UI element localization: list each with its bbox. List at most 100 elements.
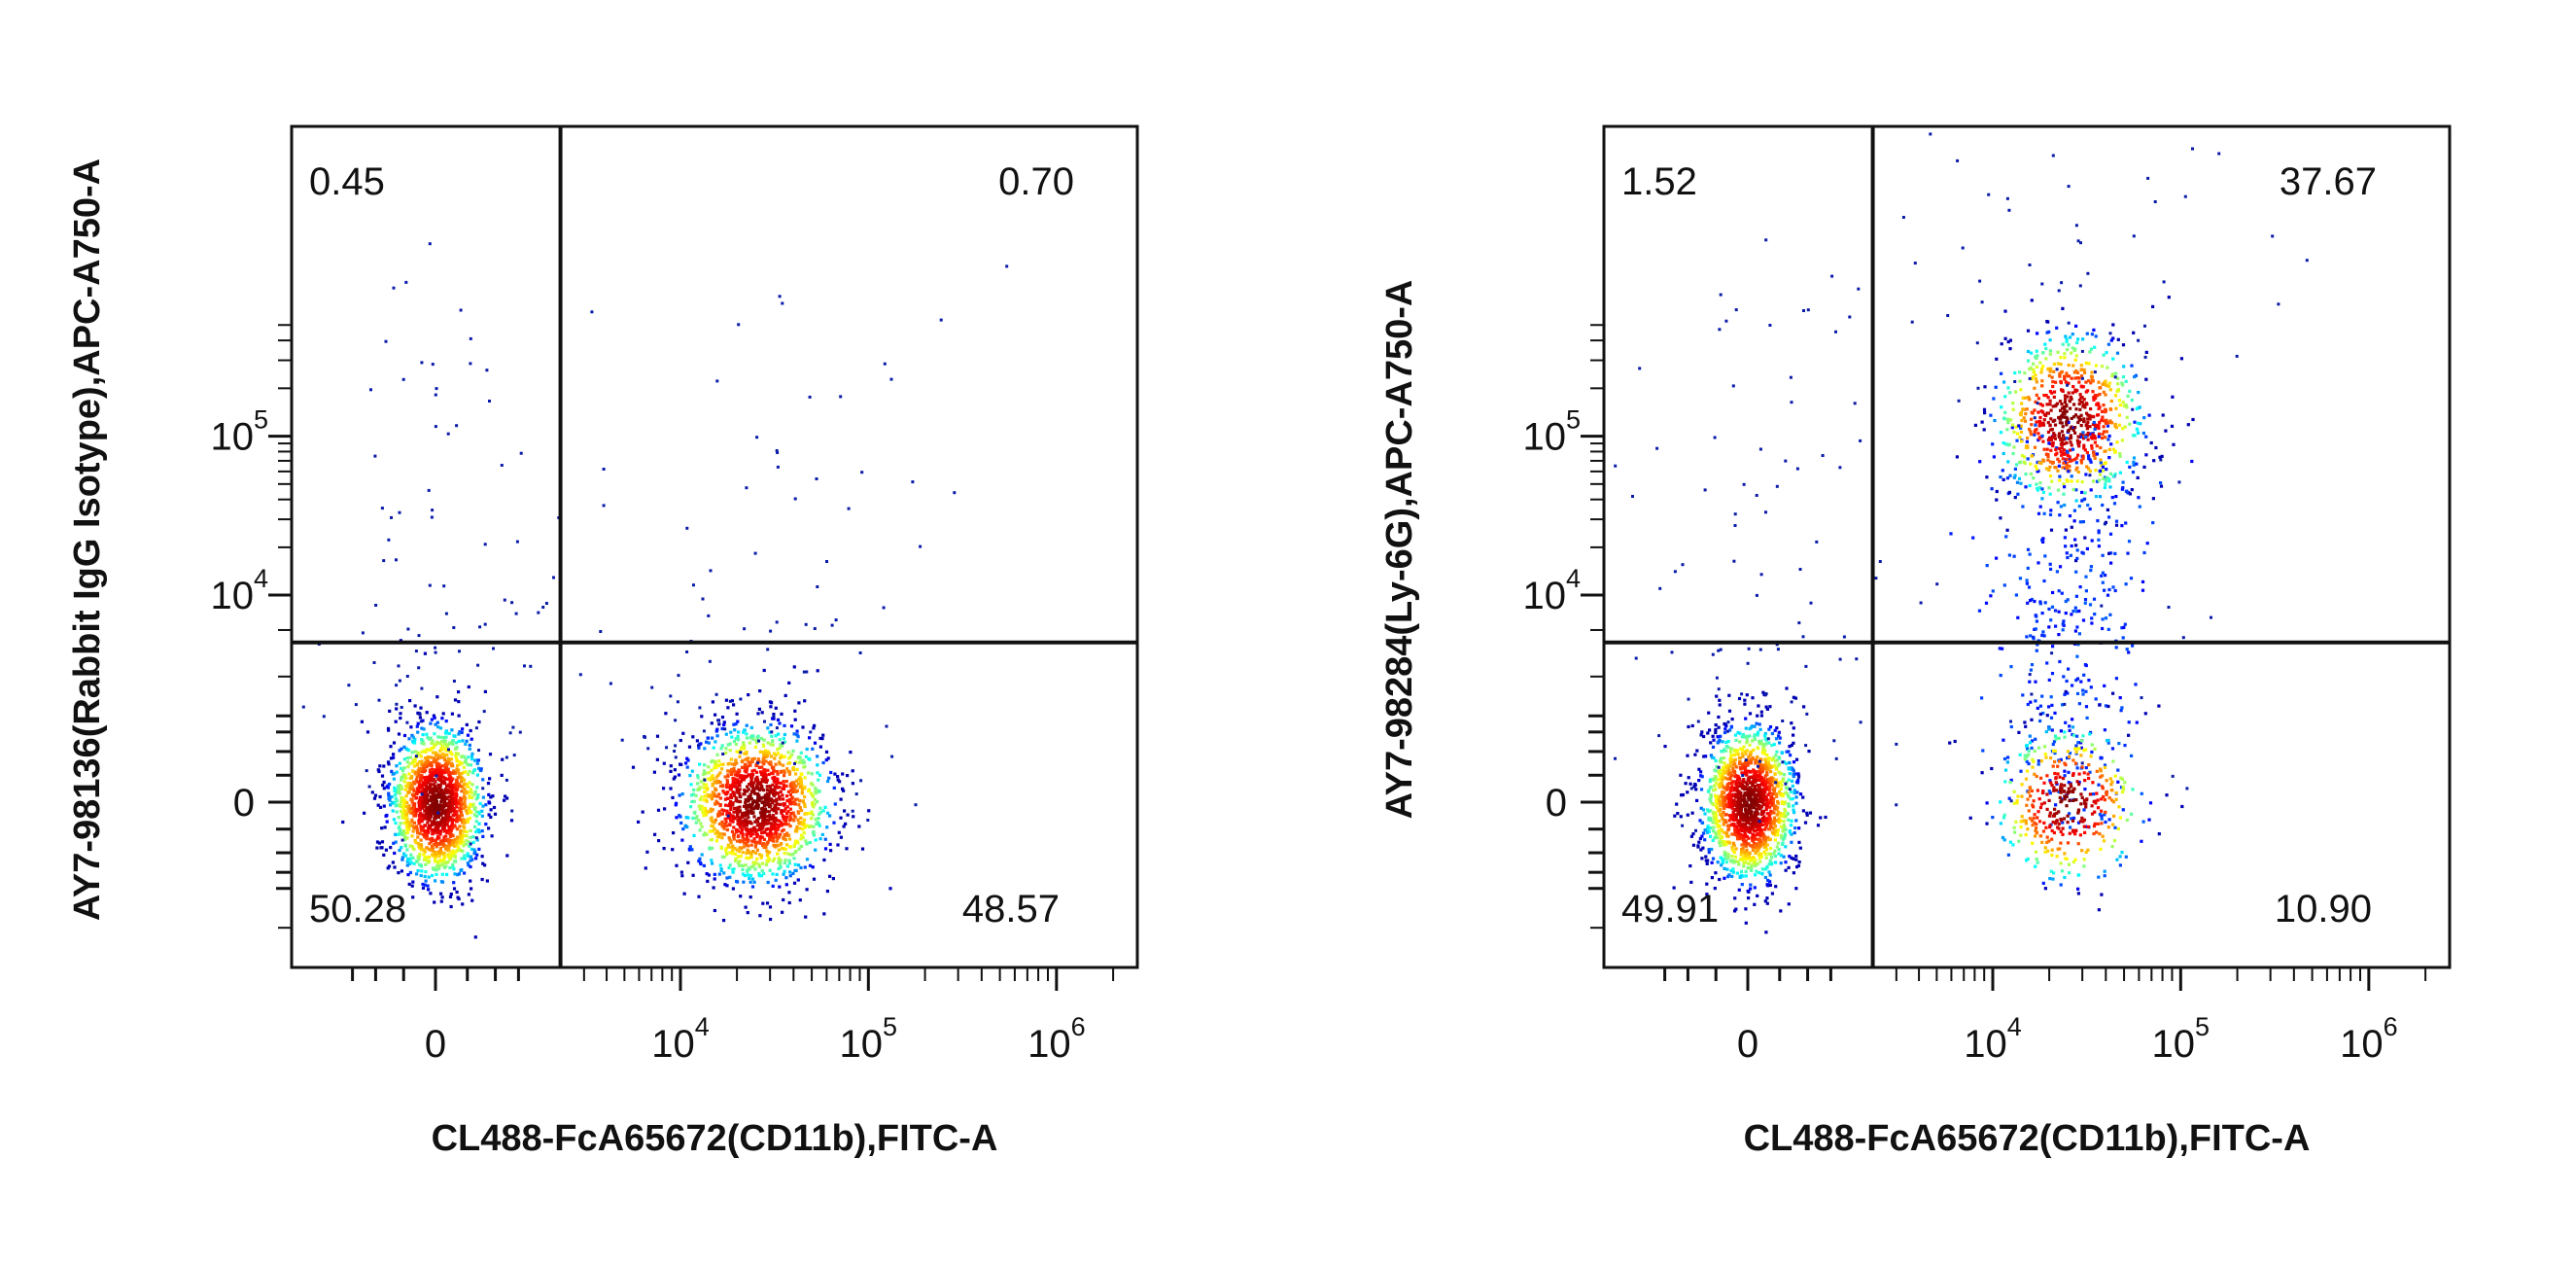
data-point [386, 866, 390, 870]
data-point [1712, 738, 1716, 742]
data-point [791, 871, 795, 875]
data-point [417, 773, 421, 777]
data-point [771, 743, 775, 747]
data-point [1792, 733, 1795, 737]
data-point [462, 765, 466, 769]
data-point [448, 866, 452, 870]
data-point [1715, 822, 1719, 825]
data-point [1735, 789, 1739, 793]
data-point [1746, 739, 1750, 743]
data-point [733, 728, 737, 732]
data-point [758, 840, 762, 844]
data-point [793, 868, 797, 873]
data-point [737, 834, 741, 838]
data-point [426, 884, 430, 888]
data-point [1718, 877, 1722, 882]
data-point [465, 838, 469, 843]
data-point [690, 799, 694, 804]
data-point [366, 730, 370, 734]
data-point [773, 857, 777, 860]
data-point [803, 776, 807, 780]
data-point [450, 809, 454, 813]
data-point [1737, 696, 1742, 701]
data-point [424, 870, 428, 874]
data-point [412, 739, 416, 743]
data-point [397, 732, 401, 736]
data-point [747, 804, 750, 808]
data-point [1724, 820, 1728, 824]
data-point [681, 731, 685, 735]
data-point [798, 785, 802, 790]
data-point [707, 777, 711, 781]
data-point [847, 507, 851, 510]
data-point [412, 861, 416, 865]
data-point [755, 741, 759, 745]
data-point [500, 464, 504, 467]
data-point [1733, 855, 1738, 860]
data-point [747, 788, 750, 791]
data-point [685, 765, 689, 769]
data-point [474, 836, 478, 840]
data-point [469, 336, 472, 340]
data-point [1724, 795, 1728, 799]
data-point [782, 847, 785, 851]
data-point [418, 806, 422, 810]
data-point [751, 860, 755, 864]
data-point [440, 895, 444, 899]
data-point [702, 833, 706, 837]
data-point [726, 843, 730, 847]
data-point [783, 740, 787, 744]
data-point [428, 778, 432, 782]
data-point [434, 799, 437, 803]
data-point [1769, 809, 1773, 813]
data-point [801, 799, 805, 803]
data-point [1763, 875, 1767, 880]
data-point [801, 835, 805, 839]
data-point [711, 824, 714, 828]
data-point [445, 762, 449, 766]
data-point [1740, 762, 1744, 766]
data-point [1725, 824, 1729, 827]
data-point [487, 792, 491, 796]
data-point [768, 835, 772, 839]
data-point [1749, 813, 1753, 817]
data-point [1734, 803, 1738, 807]
data-point [552, 576, 555, 579]
data-point [1718, 774, 1723, 778]
data-point [443, 770, 447, 774]
data-point [1782, 855, 1786, 859]
data-point [1767, 741, 1771, 745]
data-point [455, 844, 459, 848]
data-point [1726, 782, 1731, 786]
data-point [393, 851, 397, 856]
data-point [775, 839, 779, 843]
data-point [783, 809, 786, 813]
data-point [434, 650, 437, 654]
data-point [811, 865, 815, 869]
data-point [1730, 823, 1734, 826]
data-point [403, 817, 407, 821]
data-point [764, 780, 768, 784]
data-point [1758, 761, 1761, 765]
data-point [387, 793, 391, 797]
data-point [767, 772, 771, 777]
data-point [1788, 745, 1792, 749]
data-point [734, 785, 738, 789]
data-point [839, 835, 843, 839]
data-point [1750, 750, 1754, 754]
data-point [799, 751, 803, 755]
data-point [801, 758, 805, 762]
data-point [808, 736, 812, 740]
data-point [466, 733, 470, 737]
data-point [772, 768, 776, 773]
data-point [1762, 752, 1767, 755]
data-point [1748, 816, 1752, 820]
data-point [749, 797, 753, 801]
data-point [768, 837, 772, 841]
data-point [416, 712, 420, 716]
data-point [785, 864, 789, 868]
data-point [456, 873, 460, 877]
data-point [451, 851, 455, 855]
data-point [474, 829, 478, 834]
data-point [766, 799, 770, 803]
